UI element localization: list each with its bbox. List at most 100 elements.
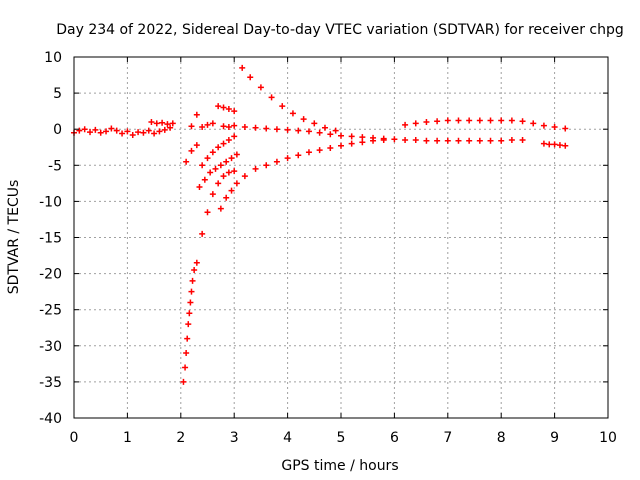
- data-point-marker: [209, 149, 216, 156]
- data-point-marker: [444, 137, 451, 144]
- y-tick-label: -30: [39, 339, 62, 355]
- data-point-marker: [476, 117, 483, 124]
- data-point-marker: [76, 127, 83, 134]
- data-point-marker: [212, 165, 219, 172]
- data-point-marker: [161, 126, 168, 133]
- data-point-marker: [252, 124, 259, 131]
- data-point-marker: [391, 136, 398, 143]
- data-point-marker: [164, 121, 171, 128]
- data-point-marker: [508, 117, 515, 124]
- data-point-marker: [217, 162, 224, 169]
- data-point-marker: [423, 118, 430, 125]
- data-point-marker: [108, 125, 115, 132]
- data-points: [71, 64, 569, 385]
- data-point-marker: [455, 117, 462, 124]
- data-point-marker: [556, 142, 563, 149]
- data-point-marker: [189, 277, 196, 284]
- data-point-marker: [113, 127, 120, 134]
- data-point-marker: [183, 158, 190, 165]
- x-tick-label: 5: [337, 430, 346, 446]
- data-point-marker: [156, 128, 163, 135]
- y-tick-label: -25: [39, 303, 62, 319]
- series-group: [180, 259, 200, 385]
- data-point-marker: [186, 310, 193, 317]
- data-point-marker: [187, 299, 194, 306]
- data-point-marker: [332, 127, 339, 134]
- data-point-marker: [209, 191, 216, 198]
- data-point-marker: [233, 151, 240, 158]
- data-point-marker: [182, 364, 189, 371]
- data-point-marker: [204, 155, 211, 162]
- x-tick-label: 2: [176, 430, 185, 446]
- data-point-marker: [268, 94, 275, 101]
- data-point-marker: [188, 288, 195, 295]
- data-point-marker: [209, 120, 216, 127]
- data-point-marker: [204, 209, 211, 216]
- data-point-marker: [103, 128, 110, 135]
- data-point-marker: [305, 149, 312, 156]
- data-point-marker: [348, 140, 355, 147]
- data-point-marker: [233, 180, 240, 187]
- series-group: [402, 117, 569, 132]
- x-tick-label: 9: [550, 430, 559, 446]
- data-point-marker: [273, 158, 280, 165]
- data-point-marker: [530, 120, 537, 127]
- data-point-marker: [359, 139, 366, 146]
- data-point-marker: [199, 162, 206, 169]
- data-point-marker: [215, 180, 222, 187]
- data-point-marker: [220, 173, 227, 180]
- data-point-marker: [225, 169, 232, 176]
- data-point-marker: [129, 131, 136, 138]
- data-point-marker: [338, 132, 344, 139]
- data-point-marker: [225, 137, 232, 144]
- series-group: [540, 140, 569, 149]
- data-point-marker: [359, 134, 366, 141]
- data-point-marker: [316, 147, 323, 154]
- data-point-marker: [311, 120, 318, 127]
- data-point-marker: [295, 127, 302, 134]
- data-point-marker: [119, 130, 126, 137]
- data-point-marker: [476, 137, 483, 144]
- data-point-marker: [135, 129, 142, 136]
- data-point-marker: [434, 137, 441, 144]
- data-point-marker: [466, 137, 473, 144]
- y-tick-label: -40: [39, 411, 62, 427]
- data-point-marker: [423, 137, 430, 144]
- series-group: [148, 64, 339, 134]
- x-tick-label: 1: [123, 430, 132, 446]
- data-point-marker: [519, 118, 526, 125]
- data-point-marker: [540, 122, 547, 129]
- x-axis-label: GPS time / hours: [281, 458, 398, 474]
- data-point-marker: [228, 187, 235, 194]
- data-point-marker: [167, 124, 174, 131]
- data-point-marker: [487, 137, 494, 144]
- x-tick-label: 10: [599, 430, 617, 446]
- data-point-marker: [273, 126, 280, 133]
- x-tick-label: 0: [70, 430, 79, 446]
- y-tick-label: -10: [39, 194, 62, 210]
- data-point-marker: [207, 169, 214, 176]
- data-point-marker: [295, 152, 302, 159]
- data-point-marker: [124, 128, 131, 135]
- x-tick-label: 6: [390, 430, 399, 446]
- data-point-marker: [263, 125, 270, 132]
- series-group: [71, 124, 174, 138]
- data-point-marker: [193, 259, 200, 266]
- data-point-marker: [300, 116, 307, 123]
- data-point-marker: [223, 194, 230, 201]
- series-group: [217, 137, 387, 212]
- data-point-marker: [140, 129, 147, 136]
- data-point-marker: [92, 126, 99, 133]
- data-point-marker: [252, 165, 259, 172]
- data-point-marker: [279, 103, 286, 110]
- data-point-marker: [327, 144, 334, 151]
- x-tick-label: 4: [283, 430, 292, 446]
- data-point-marker: [228, 155, 235, 162]
- data-point-marker: [370, 137, 377, 144]
- series-group: [196, 151, 240, 190]
- data-point-marker: [183, 350, 190, 357]
- y-tick-label: 10: [44, 50, 62, 66]
- data-point-marker: [546, 141, 553, 148]
- data-point-marker: [327, 131, 334, 138]
- data-point-marker: [188, 123, 195, 130]
